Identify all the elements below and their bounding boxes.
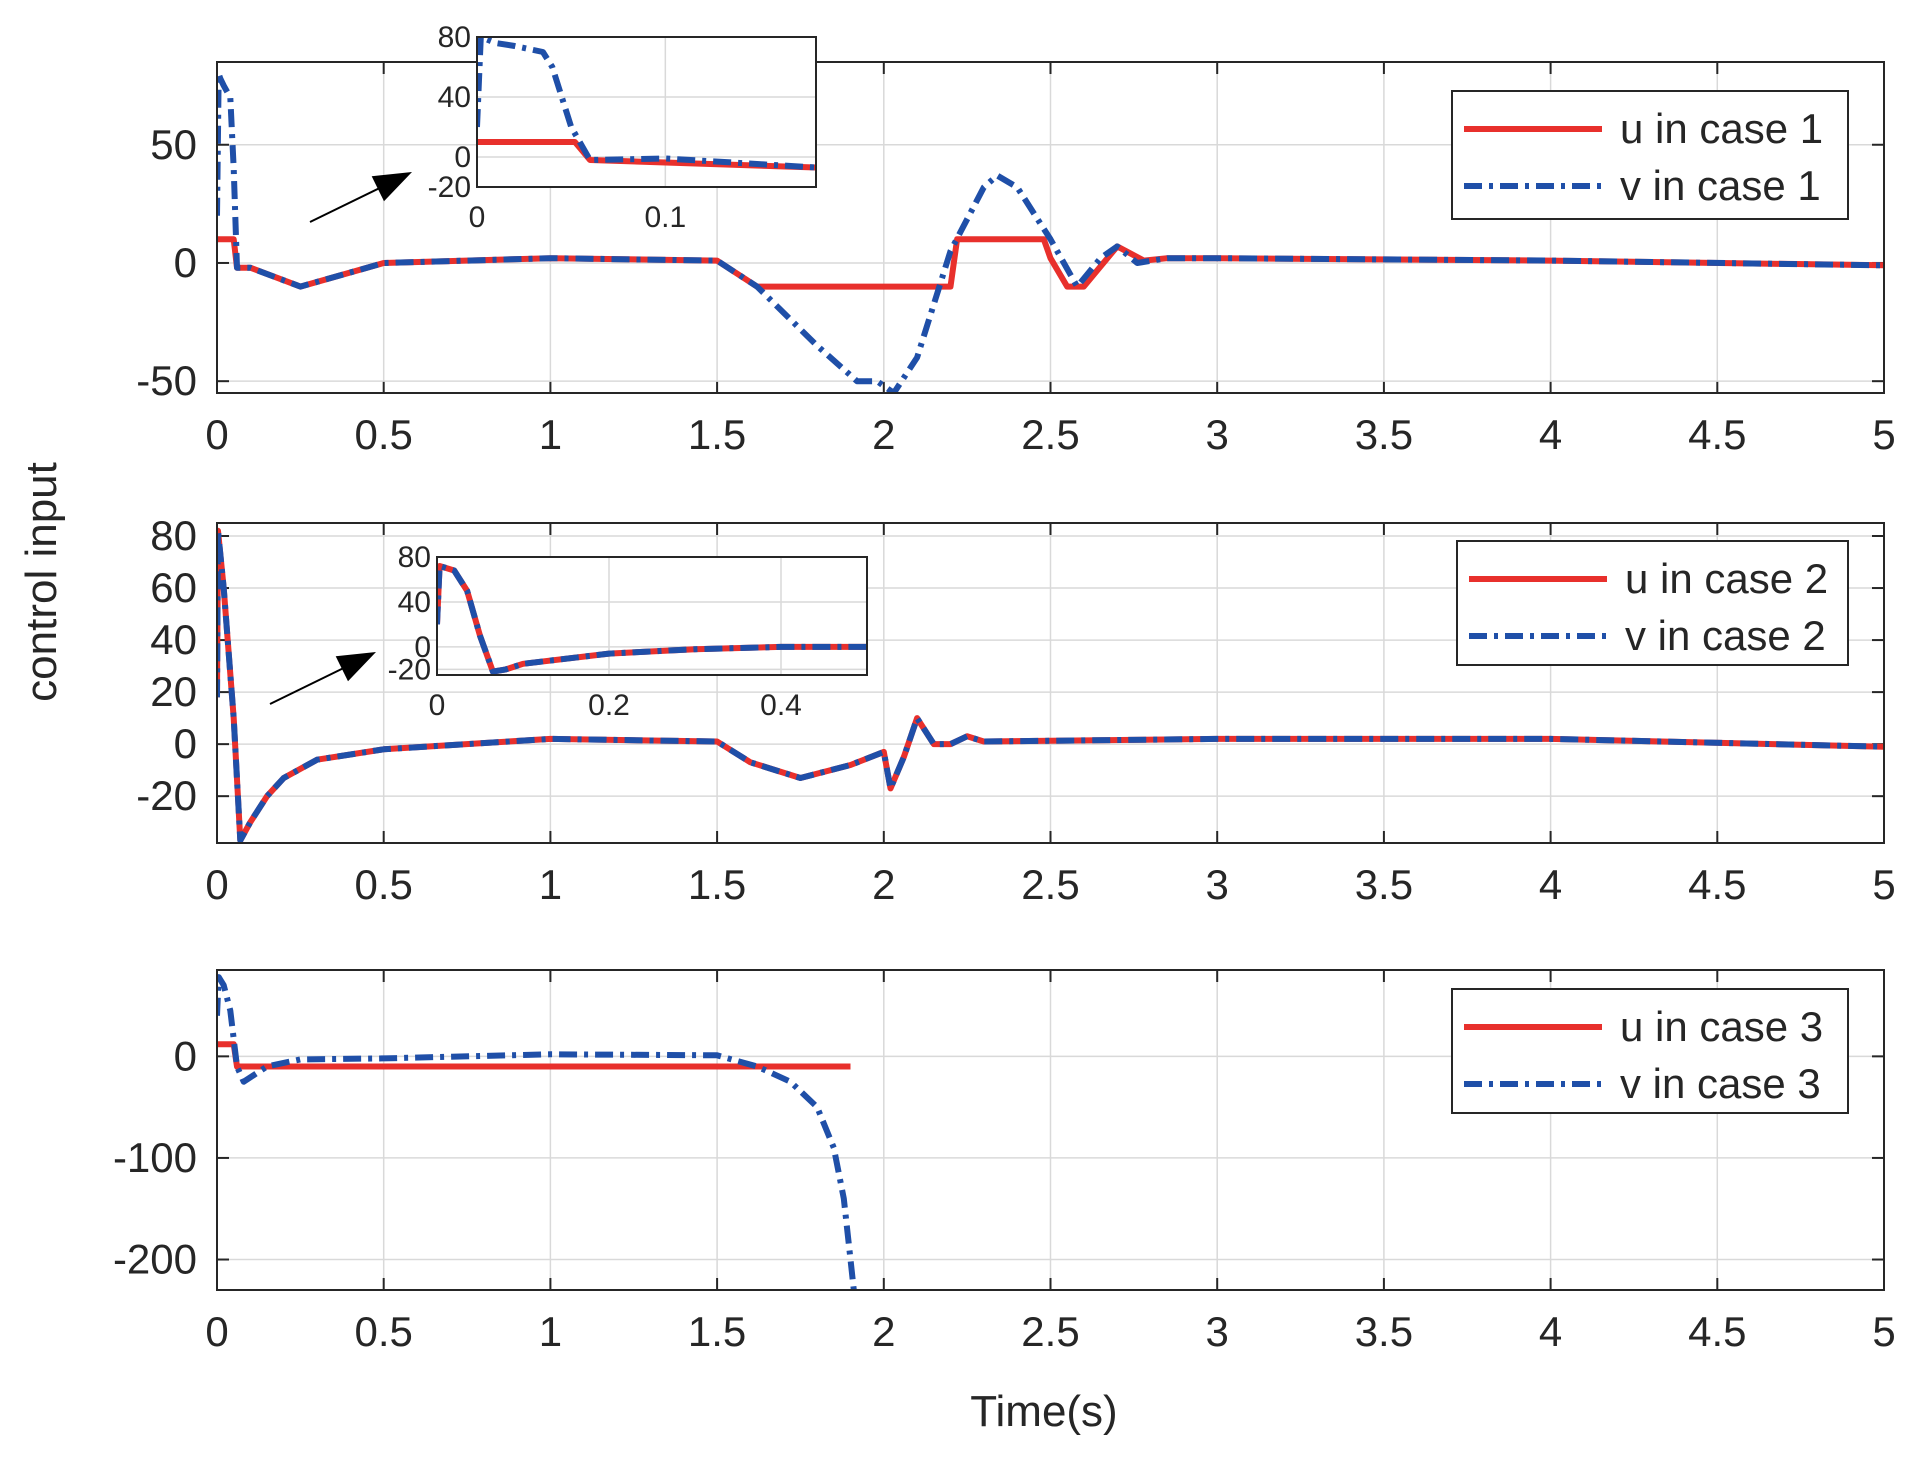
- inset-series-line: [477, 37, 816, 171]
- inset-y-tick-label: 80: [438, 21, 471, 54]
- y-tick-label: 0: [174, 239, 197, 286]
- x-tick-label: 4.5: [1688, 411, 1746, 458]
- y-tick-label: -200: [113, 1236, 197, 1283]
- x-tick-label: 1.5: [688, 861, 746, 908]
- inset-y-tick-label: 0: [414, 631, 431, 664]
- inset-y-tick-label: 0: [454, 141, 471, 174]
- inset-y-tick-label: 80: [398, 541, 431, 574]
- x-tick-label: 5: [1872, 1308, 1895, 1355]
- axes-box: [216, 522, 1885, 844]
- x-tick-label: 4: [1539, 411, 1562, 458]
- y-tick-label: 50: [150, 121, 197, 168]
- inset-x-tick-label: 0.1: [644, 201, 686, 234]
- x-tick-label: 1: [539, 861, 562, 908]
- inset-y-tick-label: -20: [428, 171, 471, 204]
- inset-x-tick-label: 0.2: [588, 689, 630, 722]
- panel-3: 0 0.5 1 1.5 2 2.5 3 3.5 4 4.5 5 -200 -100 0 u in case …: [113, 969, 1896, 1355]
- x-tick-label: 0: [205, 861, 228, 908]
- x-tick-label: 1.5: [688, 1308, 746, 1355]
- x-tick-label: 2.5: [1021, 411, 1079, 458]
- x-tick-label: 2: [872, 861, 895, 908]
- inset-x-tick-label: 0: [469, 201, 486, 234]
- inset-y-tick-label: 40: [398, 586, 431, 619]
- x-tick-label: 4.5: [1688, 1308, 1746, 1355]
- inset-y-tick-label: 40: [438, 81, 471, 114]
- x-axis-label: Time(s): [970, 1387, 1117, 1436]
- legend-label: u in case 1: [1620, 105, 1823, 152]
- legend-label: u in case 2: [1625, 555, 1828, 602]
- legend-label: v in case 2: [1625, 612, 1826, 659]
- y-tick-label: 60: [150, 564, 197, 611]
- legend-box: [1451, 90, 1849, 220]
- y-tick-label: -100: [113, 1134, 197, 1181]
- y-tick-label: 80: [150, 512, 197, 559]
- legend-box: [1456, 540, 1849, 666]
- x-tick-label: 3: [1206, 1308, 1229, 1355]
- arrow-head: [335, 652, 376, 682]
- series-group: [217, 527, 1884, 843]
- series-line-u-in-case-1: [217, 236, 1884, 290]
- x-tick-label: 2.5: [1021, 1308, 1079, 1355]
- series-line-v-in-case-2: [217, 527, 1884, 843]
- inset-box: [476, 36, 817, 188]
- inset-x-tick-label: 0.4: [760, 689, 802, 722]
- x-tick-label: 4.5: [1688, 861, 1746, 908]
- x-tick-label: 2: [872, 1308, 895, 1355]
- x-tick-label: 3.5: [1355, 411, 1413, 458]
- x-tick-label: 1: [539, 1308, 562, 1355]
- axes-box: [216, 61, 1885, 394]
- x-tick-label: 5: [1872, 861, 1895, 908]
- y-tick-label: -20: [136, 772, 197, 819]
- series-line-v-in-case-3: [217, 974, 857, 1290]
- inset-plot: 0 0.2 0.4 -200 40 80: [269, 541, 868, 722]
- x-tick-label: 4: [1539, 1308, 1562, 1355]
- x-tick-label: 1.5: [688, 411, 746, 458]
- legend-label: v in case 1: [1620, 162, 1821, 209]
- series-line-v-in-case-1: [217, 70, 1884, 393]
- x-tick-label: 2.5: [1021, 861, 1079, 908]
- legend-label: v in case 3: [1620, 1060, 1821, 1107]
- x-tick-label: 0.5: [355, 1308, 413, 1355]
- x-tick-label: 3.5: [1355, 1308, 1413, 1355]
- inset-series-line: [437, 563, 867, 675]
- x-tick-label: 0.5: [355, 861, 413, 908]
- x-tick-label: 0.5: [355, 411, 413, 458]
- arrow-head: [371, 172, 412, 202]
- y-tick-label: 0: [174, 720, 197, 767]
- x-tick-label: 2: [872, 411, 895, 458]
- legend-box: [1451, 988, 1849, 1114]
- legend-label: u in case 3: [1620, 1003, 1823, 1050]
- x-tick-label: 3.5: [1355, 861, 1413, 908]
- x-tick-label: 3: [1206, 861, 1229, 908]
- inset-series-group: [477, 37, 816, 171]
- inset-box: [436, 556, 868, 676]
- y-tick-label: 40: [150, 616, 197, 663]
- x-tick-label: 5: [1872, 411, 1895, 458]
- inset-x-tick-label: 0: [429, 689, 446, 722]
- y-tick-label: -50: [136, 357, 197, 404]
- series-group: [217, 974, 857, 1290]
- inset-area: [437, 557, 867, 675]
- series-group: [217, 70, 1884, 393]
- x-tick-label: 4: [1539, 861, 1562, 908]
- inset-y-tick-label: -20: [388, 653, 431, 686]
- axes-box: [216, 969, 1885, 1291]
- x-tick-label: 0: [205, 411, 228, 458]
- y-axis-label: control input: [17, 462, 66, 702]
- y-tick-label: 0: [174, 1032, 197, 1079]
- inset-series-group: [437, 563, 867, 675]
- x-tick-label: 3: [1206, 411, 1229, 458]
- inset-plot: 0 0.1 -200 40 80: [309, 21, 817, 234]
- y-tick-label: 20: [150, 668, 197, 715]
- x-tick-label: 0: [205, 1308, 228, 1355]
- x-tick-label: 1: [539, 411, 562, 458]
